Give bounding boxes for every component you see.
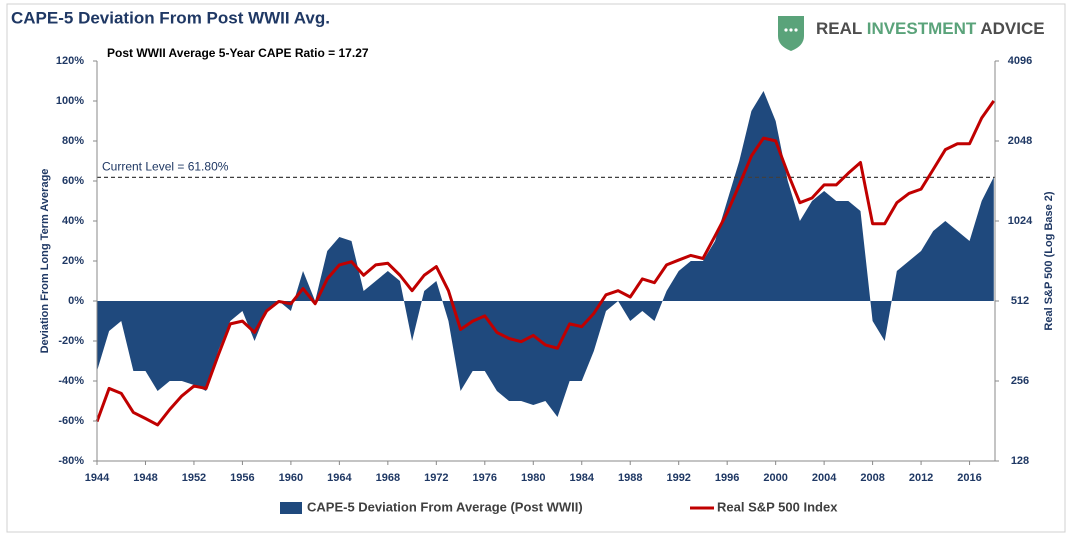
legend-label: Real S&P 500 Index bbox=[717, 499, 838, 514]
x-tick-label: 1952 bbox=[182, 472, 206, 484]
y-tick-label: 80% bbox=[62, 135, 84, 147]
y-tick-label: 60% bbox=[62, 175, 84, 187]
y2-tick-label: 256 bbox=[1011, 375, 1029, 387]
chart-title: CAPE-5 Deviation From Post WWII Avg. bbox=[11, 8, 330, 27]
x-tick-label: 2012 bbox=[909, 472, 933, 484]
brand-word: ADVICE bbox=[980, 19, 1044, 38]
legend-swatch bbox=[280, 502, 302, 514]
y-tick-label: -60% bbox=[58, 415, 84, 427]
x-tick-label: 2008 bbox=[860, 472, 884, 484]
y-tick-label: 20% bbox=[62, 255, 84, 267]
x-tick-label: 1980 bbox=[521, 472, 545, 484]
y-tick-label: 40% bbox=[62, 215, 84, 227]
y2-axis-label: Real S&P 500 (Log Base 2) bbox=[1043, 191, 1055, 331]
legend-label: CAPE-5 Deviation From Average (Post WWII… bbox=[307, 499, 583, 514]
y2-tick-label: 2048 bbox=[1008, 135, 1032, 147]
brand-word: REAL bbox=[816, 19, 862, 38]
y-tick-label: -20% bbox=[58, 335, 84, 347]
x-tick-label: 2004 bbox=[812, 472, 837, 484]
y-tick-label: -80% bbox=[58, 455, 84, 467]
x-tick-label: 1988 bbox=[618, 472, 642, 484]
y-tick-label: -40% bbox=[58, 375, 84, 387]
logo-icon bbox=[778, 16, 804, 51]
x-tick-label: 1992 bbox=[666, 472, 690, 484]
line bbox=[95, 99, 996, 427]
x-tick-label: 1944 bbox=[85, 472, 110, 484]
brand-word: INVESTMENT bbox=[867, 19, 977, 38]
x-tick-label: 2016 bbox=[957, 472, 981, 484]
frame bbox=[6, 3, 1066, 533]
x-tick-label: 2000 bbox=[763, 472, 787, 484]
y2-tick-label: 512 bbox=[1011, 295, 1029, 307]
y2-tick-label: 4096 bbox=[1008, 55, 1032, 67]
y-axis-label: Deviation From Long Term Average bbox=[39, 169, 51, 354]
area bbox=[97, 91, 994, 417]
x-tick-label: 1984 bbox=[570, 472, 595, 484]
subtitle: Post WWII Average 5-Year CAPE Ratio = 17… bbox=[107, 46, 369, 60]
y-tick-label: 120% bbox=[56, 55, 84, 67]
x-tick-label: 1968 bbox=[376, 472, 400, 484]
y-tick-label: 0% bbox=[68, 295, 84, 307]
brand: REAL INVESTMENT ADVICE bbox=[816, 19, 1045, 38]
x-tick-label: 1948 bbox=[133, 472, 157, 484]
y2-tick-label: 128 bbox=[1011, 455, 1029, 467]
x-tick-label: 1960 bbox=[279, 472, 303, 484]
reference-label: Current Level = 61.80% bbox=[102, 160, 229, 174]
y-tick-label: 100% bbox=[56, 95, 84, 107]
x-tick-label: 1996 bbox=[715, 472, 739, 484]
x-tick-label: 1976 bbox=[473, 472, 497, 484]
x-tick-label: 1956 bbox=[230, 472, 254, 484]
x-tick-label: 1964 bbox=[327, 472, 352, 484]
y2-tick-label: 1024 bbox=[1008, 215, 1033, 227]
x-tick-label: 1972 bbox=[424, 472, 448, 484]
